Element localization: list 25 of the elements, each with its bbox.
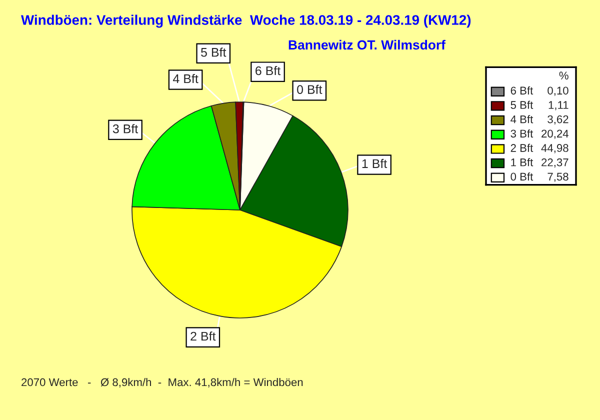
slice-label: 1 Bft	[362, 158, 388, 168]
slice-label: 6 Bft	[256, 66, 281, 76]
legend-label: 6 Bft	[510, 86, 534, 95]
legend-label: 1 Bft	[511, 158, 534, 166]
data-label: 7,58	[548, 172, 568, 182]
legend-label: 2 Bft	[510, 144, 534, 152]
legend-label: 0 Bft	[510, 172, 534, 181]
data-label: 3,62	[548, 115, 568, 125]
legend-title: %	[559, 72, 568, 80]
data-label: 20,24	[542, 130, 568, 139]
legend-label: 3 Bft	[510, 129, 534, 138]
slice-label: 5 Bft	[201, 48, 226, 57]
text: 2070 Werte - Ø 8,9km/h - Max. 41,8km/h = Windböen	[22, 378, 303, 388]
data-label: 44,98	[541, 144, 568, 154]
legend-label: 5 Bft	[510, 100, 534, 109]
data-label: 0,10	[548, 86, 568, 96]
data-label: 22,37	[542, 158, 568, 168]
slice-label: 3 Bft	[112, 124, 138, 134]
data-label: 1,11	[548, 101, 568, 110]
slice-label: 4 Bft	[172, 74, 198, 84]
slice-label: 2 Bft	[190, 332, 216, 341]
chart-subtitle: Bannewitz OT. Wilmsdorf	[288, 40, 446, 50]
chart-title: Windböen: Verteilung Windstärke Woche 18.03.19 - 24.03.19 (KW12)	[21, 14, 471, 28]
slice-label: 0 Bft	[297, 84, 322, 94]
legend-label: 4 Bft	[510, 115, 534, 124]
